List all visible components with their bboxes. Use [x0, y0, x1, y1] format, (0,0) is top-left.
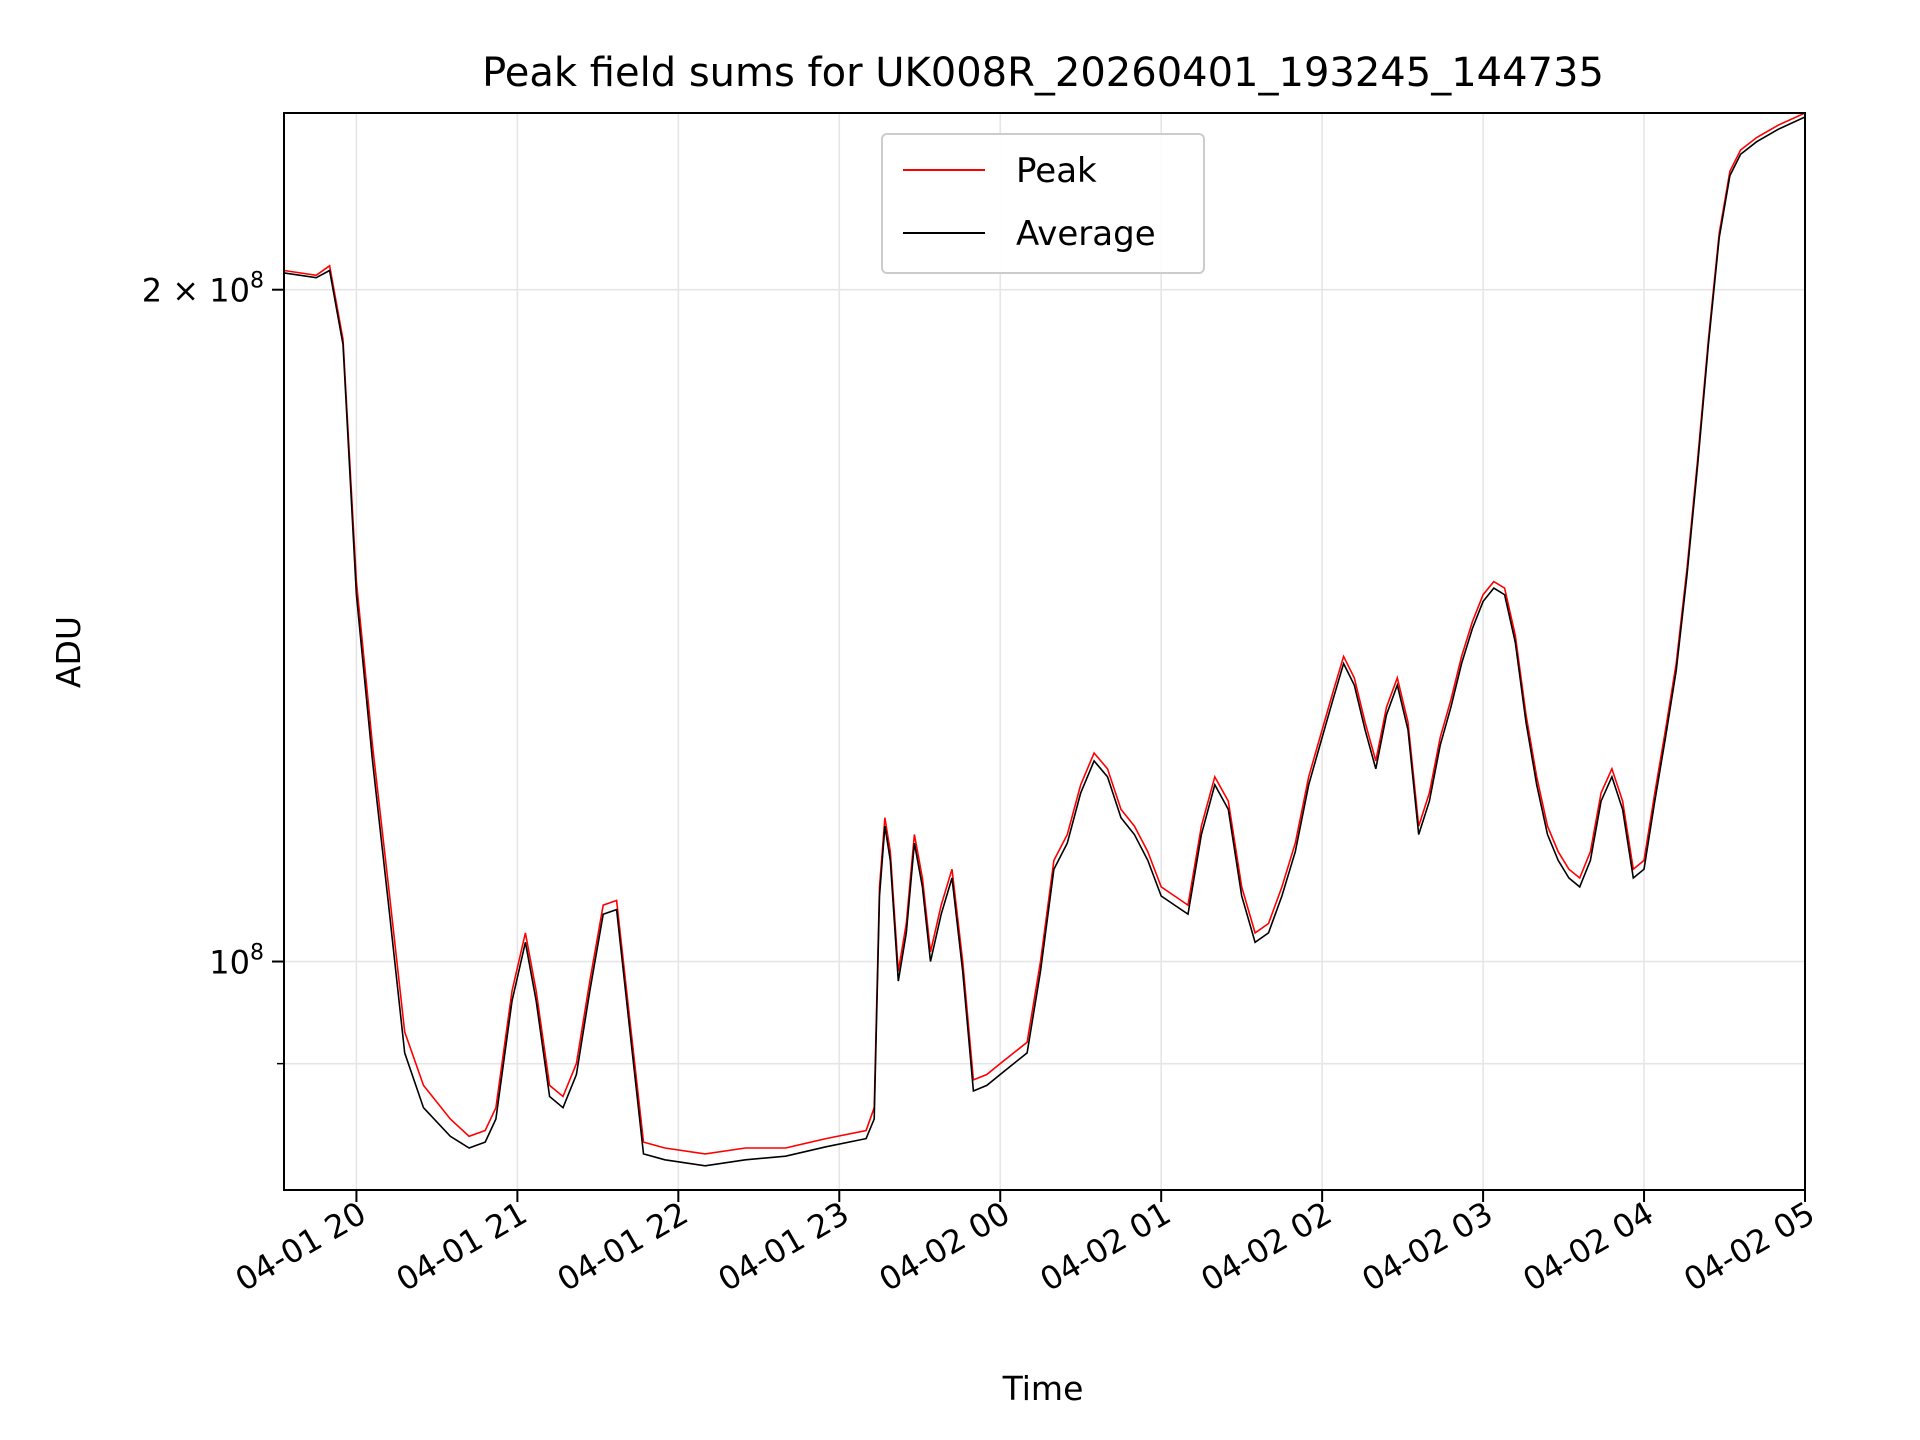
- y-tick-label: 2 × 108: [142, 269, 264, 310]
- plot-frame: [283, 112, 1806, 1191]
- y-tick-base: 10: [209, 944, 250, 982]
- x-axis-label: Time: [1002, 1369, 1084, 1408]
- legend-box: [881, 133, 1205, 274]
- y-tick-exponent: 8: [250, 941, 264, 966]
- plot-area: [284, 113, 1805, 1167]
- series-line-peak: [284, 113, 1805, 1155]
- series-line-average: [284, 116, 1805, 1167]
- y-tick-base: 10: [209, 272, 250, 310]
- y-tick-exponent: 8: [250, 269, 264, 294]
- legend-label-average: Average: [1016, 214, 1156, 254]
- chart-title: Peak field sums for UK008R_20260401_1932…: [482, 50, 1604, 96]
- y-tick-label: 108: [209, 941, 264, 982]
- legend-label-peak: Peak: [1016, 151, 1097, 191]
- y-axis-label: ADU: [49, 616, 88, 688]
- legend: Peak Average: [881, 133, 1205, 274]
- y-tick-coef: 2 ×: [142, 272, 210, 310]
